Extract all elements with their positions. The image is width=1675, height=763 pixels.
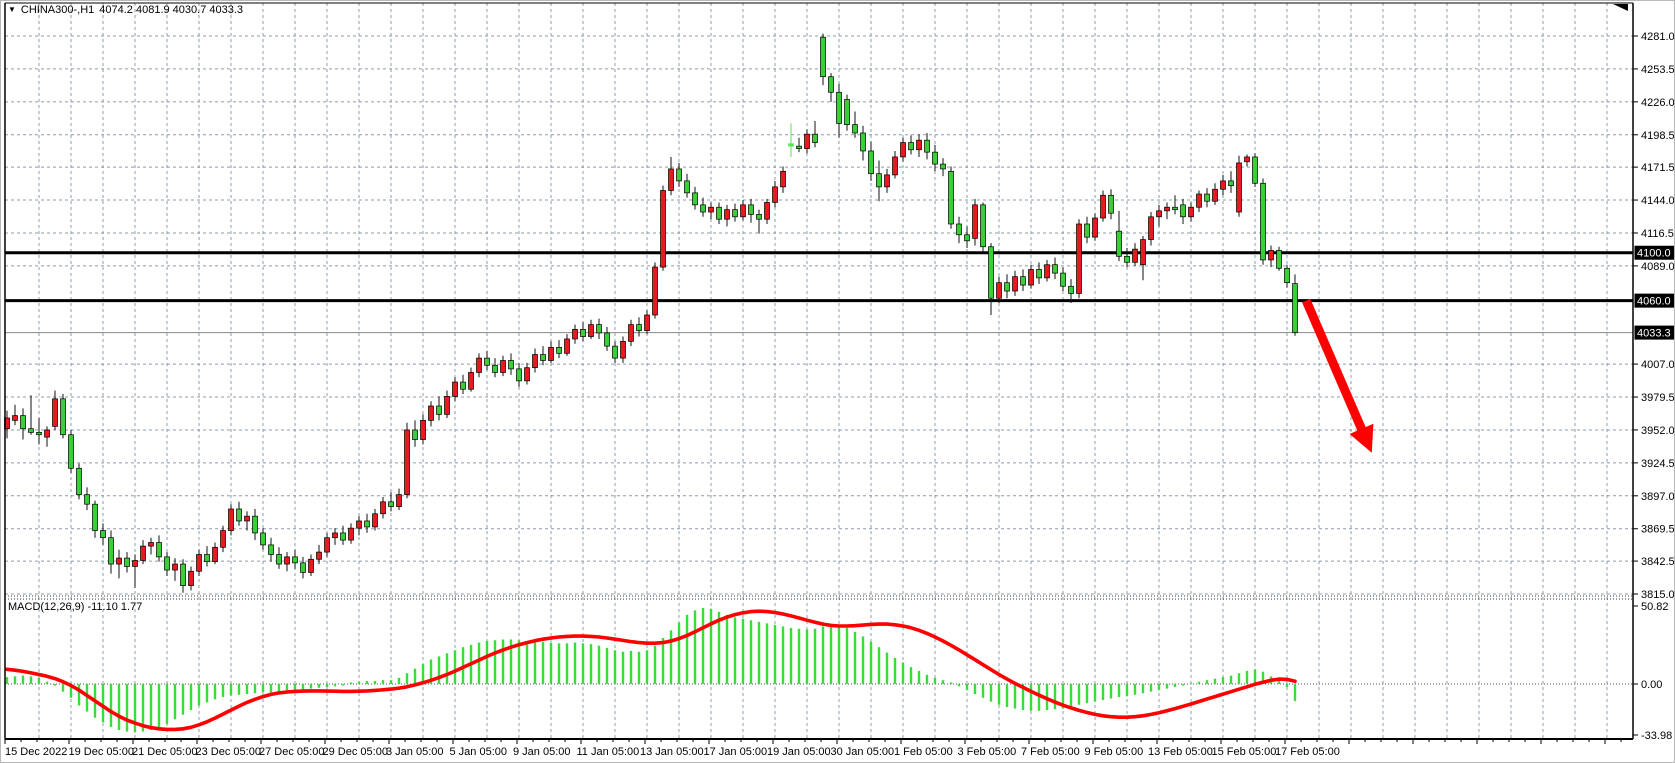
svg-text:7 Feb 05:00: 7 Feb 05:00 — [1021, 746, 1080, 758]
svg-text:21 Dec 05:00: 21 Dec 05:00 — [132, 746, 197, 758]
svg-text:17 Jan 05:00: 17 Jan 05:00 — [704, 746, 768, 758]
svg-text:1 Feb 05:00: 1 Feb 05:00 — [894, 746, 953, 758]
svg-text:4198.5: 4198.5 — [1641, 130, 1675, 142]
svg-text:3924.5: 3924.5 — [1641, 458, 1675, 470]
svg-text:-33.98: -33.98 — [1641, 730, 1672, 742]
svg-text:4171.5: 4171.5 — [1641, 162, 1675, 174]
svg-text:3952.0: 3952.0 — [1641, 425, 1675, 437]
svg-text:4226.0: 4226.0 — [1641, 97, 1675, 109]
svg-text:4089.0: 4089.0 — [1641, 261, 1675, 273]
svg-text:13 Feb 05:00: 13 Feb 05:00 — [1148, 746, 1213, 758]
chart-title-symbol: CHINA300-,H1 — [20, 4, 95, 16]
svg-text:4060.0: 4060.0 — [1637, 296, 1671, 308]
trend-arrow[interactable] — [1302, 298, 1374, 453]
svg-text:4144.0: 4144.0 — [1641, 195, 1675, 207]
macd-indicator-label: MACD(12,26,9) -11.10 1.77 — [8, 601, 143, 613]
svg-text:4281.0: 4281.0 — [1641, 31, 1675, 43]
svg-text:27 Dec 05:00: 27 Dec 05:00 — [259, 746, 324, 758]
svg-text:3869.5: 3869.5 — [1641, 524, 1675, 536]
svg-text:3815.0: 3815.0 — [1641, 589, 1675, 601]
svg-text:23 Dec 05:00: 23 Dec 05:00 — [196, 746, 261, 758]
candles — [4, 33, 1298, 593]
scroll-marker-icon[interactable] — [1613, 4, 1628, 11]
svg-text:19 Dec 05:00: 19 Dec 05:00 — [69, 746, 134, 758]
chart-title-ohlc: 4074.2 4081.9 4030.7 4033.3 — [99, 4, 244, 16]
macd-signal-line — [5, 609, 1297, 732]
svg-text:15 Dec 2022: 15 Dec 2022 — [5, 746, 67, 758]
svg-text:15 Feb 05:00: 15 Feb 05:00 — [1212, 746, 1277, 758]
svg-text:13 Jan 05:00: 13 Jan 05:00 — [640, 746, 704, 758]
svg-text:30 Jan 05:00: 30 Jan 05:00 — [831, 746, 895, 758]
support-resistance-lines[interactable] — [5, 251, 1633, 303]
price-axis[interactable]: 4281.0 4253.5 4226.0 4198.5 4171.5 4144.0 4116… — [1633, 31, 1675, 601]
svg-text:9 Jan 05:00: 9 Jan 05:00 — [513, 746, 571, 758]
svg-text:4100.0: 4100.0 — [1637, 248, 1671, 260]
svg-text:3 Feb 05:00: 3 Feb 05:00 — [958, 746, 1017, 758]
symbol-dropdown-icon[interactable]: ▼ — [8, 5, 16, 14]
svg-text:19 Jan 05:00: 19 Jan 05:00 — [767, 746, 831, 758]
chart-title: ▼ CHINA300-,H1 4074.2 4081.9 4030.7 4033.3 — [8, 4, 243, 16]
svg-text:3 Jan 05:00: 3 Jan 05:00 — [386, 746, 444, 758]
svg-text:3897.0: 3897.0 — [1641, 491, 1675, 503]
svg-text:9 Feb 05:00: 9 Feb 05:00 — [1085, 746, 1144, 758]
svg-text:3979.5: 3979.5 — [1641, 392, 1675, 404]
svg-text:4253.5: 4253.5 — [1641, 64, 1675, 76]
macd-panel — [5, 608, 1297, 733]
svg-text:4116.5: 4116.5 — [1641, 228, 1674, 240]
svg-text:4007.0: 4007.0 — [1641, 359, 1675, 371]
svg-text:11 Jan 05:00: 11 Jan 05:00 — [577, 746, 640, 758]
svg-text:17 Feb 05:00: 17 Feb 05:00 — [1275, 746, 1340, 758]
macd-axis[interactable]: 50.82 0.00 -33.98 — [1633, 601, 1672, 742]
svg-text:0.00: 0.00 — [1641, 679, 1662, 691]
svg-text:3842.5: 3842.5 — [1641, 556, 1675, 568]
svg-text:29 Dec 05:00: 29 Dec 05:00 — [323, 746, 388, 758]
panel-borders — [4, 2, 1634, 740]
svg-text:4033.3: 4033.3 — [1637, 328, 1671, 340]
svg-text:5 Jan 05:00: 5 Jan 05:00 — [450, 746, 508, 758]
svg-text:50.82: 50.82 — [1641, 601, 1669, 613]
